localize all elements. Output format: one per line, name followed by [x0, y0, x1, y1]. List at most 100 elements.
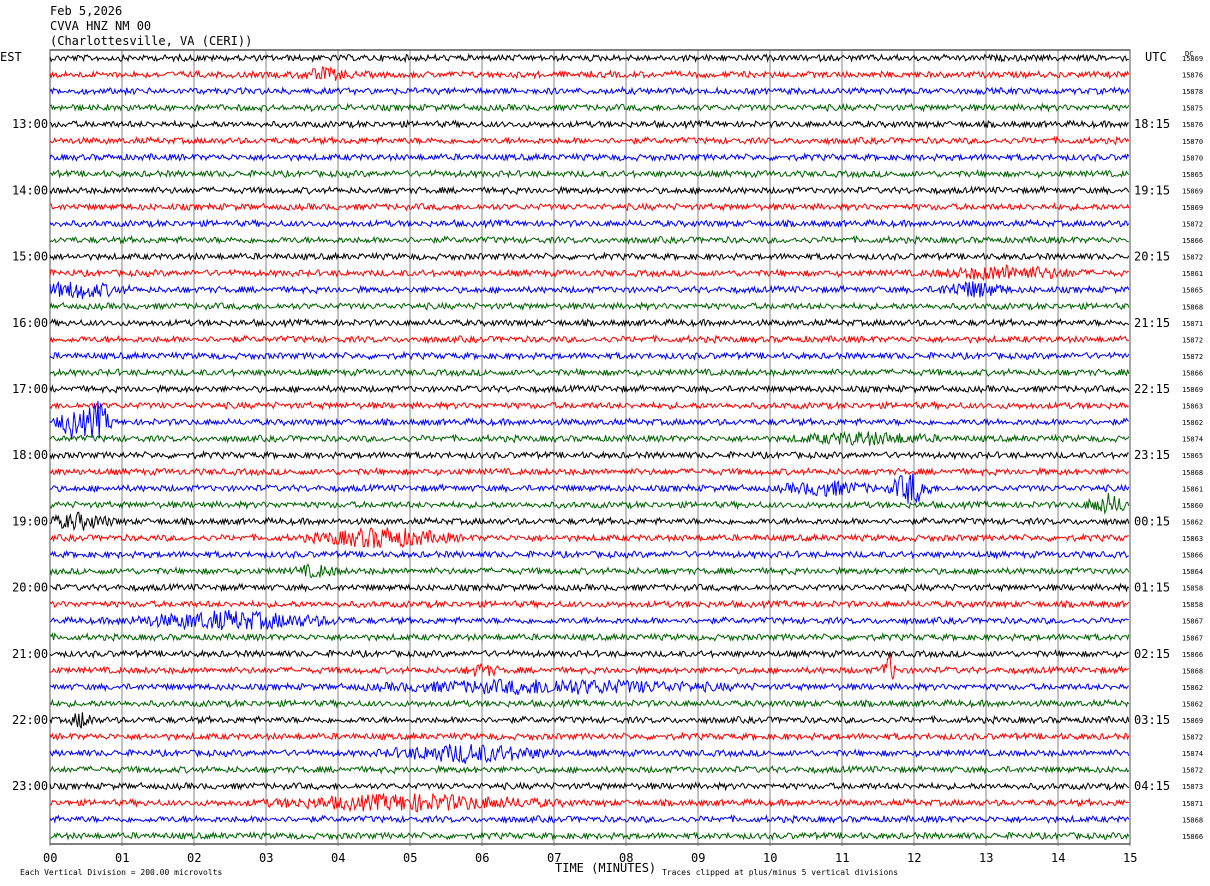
- right-hour-label: 19:15: [1134, 183, 1170, 197]
- trace-row-24: [49, 449, 1129, 461]
- dc-offset-39: 15862: [1182, 700, 1203, 708]
- dc-offset-14: 15865: [1182, 287, 1203, 295]
- dc-offset-44: 15873: [1182, 783, 1203, 791]
- x-tick-label-08: 08: [619, 851, 633, 865]
- trace-row-21: [49, 400, 1129, 411]
- x-axis-title: TIME (MINUTES): [555, 861, 656, 875]
- x-tick-label-10: 10: [763, 851, 777, 865]
- left-timezone-label: EST: [0, 50, 22, 64]
- x-tick-label-04: 04: [331, 851, 345, 865]
- header-date: Feb 5,2026: [50, 4, 123, 18]
- dc-offset-43: 15872: [1182, 767, 1203, 775]
- trace-row-4: [49, 119, 1129, 130]
- trace-row-26: [49, 473, 1130, 504]
- dc-offset-41: 15872: [1182, 734, 1203, 742]
- dc-offset-1: 15876: [1182, 72, 1203, 80]
- trace-row-32: [49, 582, 1130, 593]
- dc-offset-21: 15863: [1182, 403, 1203, 411]
- plot-frame: [49, 49, 1131, 845]
- x-tick-label-05: 05: [403, 851, 417, 865]
- trace-row-8: [49, 185, 1130, 196]
- x-tick-label-07: 07: [547, 851, 561, 865]
- dc-offset-37: 15868: [1182, 667, 1203, 675]
- trace-row-17: [49, 334, 1129, 345]
- dc-offset-32: 15858: [1182, 585, 1203, 593]
- dc-offset-22: 15862: [1182, 419, 1203, 427]
- trace-row-6: [49, 151, 1130, 163]
- trace-row-25: [49, 466, 1130, 477]
- trace-row-10: [49, 218, 1130, 229]
- scale-note: Each Vertical Division = 200.00 microvol…: [20, 868, 222, 877]
- trace-row-2: [49, 85, 1130, 97]
- trace-row-33: [49, 599, 1130, 610]
- trace-row-14: [49, 280, 1130, 300]
- trace-row-35: [49, 631, 1130, 643]
- trace-row-16: [49, 317, 1130, 329]
- dc-offset-8: 15869: [1182, 187, 1203, 195]
- trace-row-28: [49, 511, 1130, 532]
- right-hour-label: 21:15: [1134, 316, 1170, 330]
- x-tick-label-09: 09: [691, 851, 705, 865]
- dc-offset-42: 15874: [1182, 750, 1203, 758]
- trace-row-46: [49, 814, 1130, 825]
- x-tick-label-06: 06: [475, 851, 489, 865]
- trace-row-19: [49, 367, 1130, 378]
- dc-offset-45: 15871: [1182, 800, 1203, 808]
- left-hour-label: 20:00: [12, 581, 48, 595]
- x-tick-label-12: 12: [907, 851, 921, 865]
- clip-note: Traces clipped at plus/minus 5 vertical …: [662, 868, 898, 877]
- trace-row-30: [49, 549, 1129, 560]
- dc-label: DC: [1185, 50, 1193, 58]
- trace-row-43: [49, 764, 1130, 775]
- dc-offset-28: 15862: [1182, 518, 1203, 526]
- trace-row-23: [49, 430, 1130, 446]
- trace-row-38: [49, 678, 1130, 696]
- left-hour-label: 23:00: [12, 779, 48, 793]
- dc-offset-34: 15867: [1182, 618, 1203, 626]
- dc-offset-17: 15872: [1182, 336, 1203, 344]
- trace-row-20: [49, 383, 1130, 395]
- dc-offset-16: 15871: [1182, 320, 1203, 328]
- trace-row-15: [49, 301, 1130, 312]
- dc-offset-13: 15861: [1182, 270, 1203, 278]
- trace-row-1: [49, 66, 1130, 81]
- dc-offset-2: 15878: [1182, 88, 1203, 96]
- right-hour-label: 18:15: [1134, 117, 1170, 131]
- dc-offset-19: 15866: [1182, 369, 1203, 377]
- x-tick-label-01: 01: [115, 851, 129, 865]
- right-hour-label: 04:15: [1134, 779, 1170, 793]
- left-hour-label: 15:00: [12, 250, 48, 264]
- header-location: (Charlottesville, VA (CERI)): [50, 34, 253, 48]
- right-hour-label: 03:15: [1134, 713, 1170, 727]
- trace-row-42: [49, 744, 1130, 764]
- x-tick-label-14: 14: [1051, 851, 1065, 865]
- trace-row-7: [49, 168, 1130, 179]
- trace-row-18: [49, 350, 1130, 361]
- left-hour-label: 18:00: [12, 448, 48, 462]
- dc-offset-25: 15868: [1182, 469, 1203, 477]
- dc-offset-40: 15869: [1182, 717, 1203, 725]
- dc-offset-6: 15870: [1182, 154, 1203, 162]
- trace-row-9: [49, 201, 1130, 213]
- minute-gridlines: [49, 50, 1131, 846]
- x-tick-label-13: 13: [979, 851, 993, 865]
- dc-offset-27: 15860: [1182, 502, 1203, 510]
- seismic-traces: [49, 52, 1130, 841]
- dc-offset-9: 15869: [1182, 204, 1203, 212]
- trace-row-37: [49, 653, 1130, 680]
- trace-row-34: [49, 609, 1129, 631]
- dc-offset-46: 15868: [1182, 816, 1203, 824]
- trace-row-31: [49, 563, 1130, 579]
- trace-row-22: [49, 400, 1130, 440]
- trace-row-44: [49, 781, 1129, 792]
- left-hour-label: 16:00: [12, 316, 48, 330]
- dc-offset-15: 15868: [1182, 303, 1203, 311]
- trace-row-40: [49, 712, 1130, 729]
- dc-offset-30: 15866: [1182, 552, 1203, 560]
- dc-offset-36: 15866: [1182, 651, 1203, 659]
- left-hour-label: 22:00: [12, 713, 48, 727]
- trace-row-36: [49, 648, 1129, 660]
- trace-row-5: [49, 135, 1130, 146]
- x-tick-label-02: 02: [187, 851, 201, 865]
